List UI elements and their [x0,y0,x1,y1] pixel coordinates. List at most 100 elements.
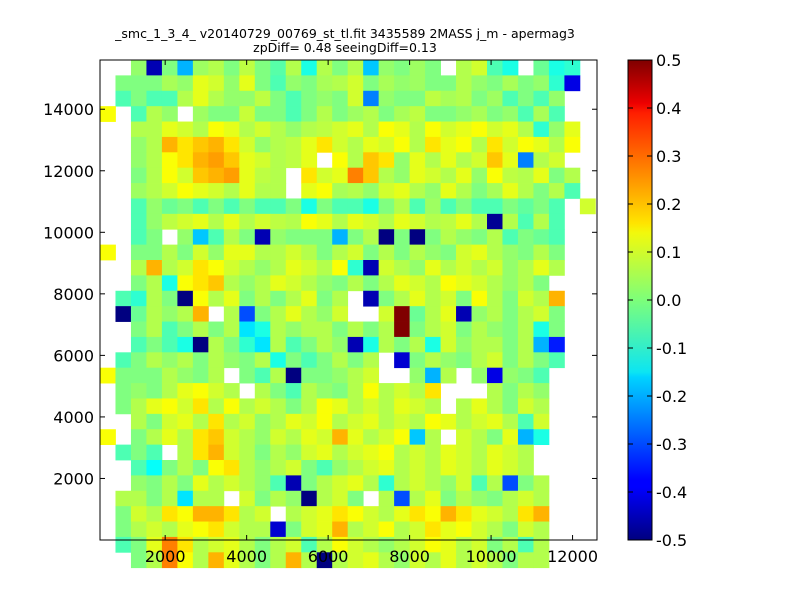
heatmap-cell [316,60,333,76]
heatmap-cell [285,413,302,430]
heatmap-cell [471,260,488,276]
heatmap-cell [363,290,380,307]
heatmap-cell [533,398,550,415]
heatmap-cell [394,352,411,369]
heatmap-cell [533,106,550,122]
heatmap-cell [487,336,503,353]
heatmap-cell [533,521,550,538]
heatmap-cell [548,75,565,92]
heatmap-cell [471,290,488,307]
heatmap-cell [409,506,426,522]
heatmap-cell [332,198,349,215]
heatmap-cell [517,121,534,138]
heatmap-cell [517,136,534,153]
heatmap-cell [533,413,550,430]
heatmap-cell [502,260,519,276]
heatmap-cell [146,121,163,138]
heatmap-cell [456,75,472,92]
heatmap-cell [502,198,519,215]
heatmap-cell [254,352,271,369]
heatmap-cell [270,275,287,292]
heatmap-cell [378,552,395,569]
heatmap-cell [440,413,457,430]
heatmap-cell [146,352,163,369]
heatmap-cell [440,536,457,553]
heatmap-cell [192,60,209,76]
heatmap-cell [517,460,534,476]
heatmap-cell [161,90,178,107]
heatmap-cell [177,229,194,246]
heatmap-cell [285,90,302,107]
heatmap-cell [440,213,457,230]
heatmap-cell [378,306,395,322]
heatmap-cell [270,367,287,384]
heatmap-cell [254,90,271,107]
heatmap-cell [192,152,209,169]
heatmap-cell [471,506,488,522]
heatmap-cell [146,490,163,507]
chart-title-line2: zpDiff= 0.48 seeingDiff=0.13 [253,40,437,55]
heatmap-cell [456,198,472,215]
heatmap-cell [471,475,488,492]
heatmap-cell [502,275,519,292]
heatmap-cell [301,244,318,261]
heatmap-cell [316,229,333,246]
heatmap-cell [487,506,503,522]
heatmap-cell [130,506,147,522]
heatmap-cell [100,106,116,122]
heatmap-cell [115,75,132,92]
heatmap-cell [177,490,194,507]
heatmap-cell [363,506,380,522]
heatmap-cell [146,60,163,76]
heatmap-cell [130,90,147,107]
heatmap-cell [316,244,333,261]
heatmap-cell [378,198,395,215]
heatmap-cell [548,121,565,138]
heatmap-cell [502,552,519,569]
heatmap-cell [301,367,318,384]
heatmap-cell [487,290,503,307]
heatmap-cell [177,260,194,276]
heatmap-cell [130,213,147,230]
heatmap-cell [425,306,441,322]
heatmap-cell [517,306,534,322]
heatmap-cell [239,90,256,107]
heatmap-cell [301,398,318,415]
heatmap-cell [440,244,457,261]
heatmap-cell [394,121,411,138]
heatmap-cell [548,306,565,322]
heatmap-cell [363,552,380,569]
heatmap-cell [456,106,472,122]
heatmap-cell [332,367,349,384]
heatmap-cell [548,352,565,369]
heatmap-cell [285,336,302,353]
y-tick-label: 10000 [43,223,94,242]
heatmap-cell [440,183,457,199]
heatmap-cell [115,490,132,507]
heatmap-cell [239,352,256,369]
heatmap-cell [347,460,364,476]
heatmap-cell [517,213,534,230]
heatmap-cell [270,460,287,476]
heatmap-cell [548,90,565,107]
heatmap-cell [409,475,426,492]
heatmap-cell [316,321,333,338]
heatmap-cell [502,90,519,107]
heatmap-cell [177,398,194,415]
heatmap-cell [363,275,380,292]
heatmap-cell [270,290,287,307]
heatmap-cell [487,490,503,507]
heatmap-cell [471,229,488,246]
heatmap-cell [270,413,287,430]
heatmap-cell [285,198,302,215]
heatmap-cell [192,521,209,538]
heatmap-cell [332,106,349,122]
heatmap-cell [347,506,364,522]
heatmap-cell [285,475,302,492]
heatmap-cell [316,183,333,199]
heatmap-cell [363,336,380,353]
heatmap-cell [347,213,364,230]
heatmap-cell [285,260,302,276]
heatmap-cell [239,536,256,553]
heatmap-cell [332,75,349,92]
